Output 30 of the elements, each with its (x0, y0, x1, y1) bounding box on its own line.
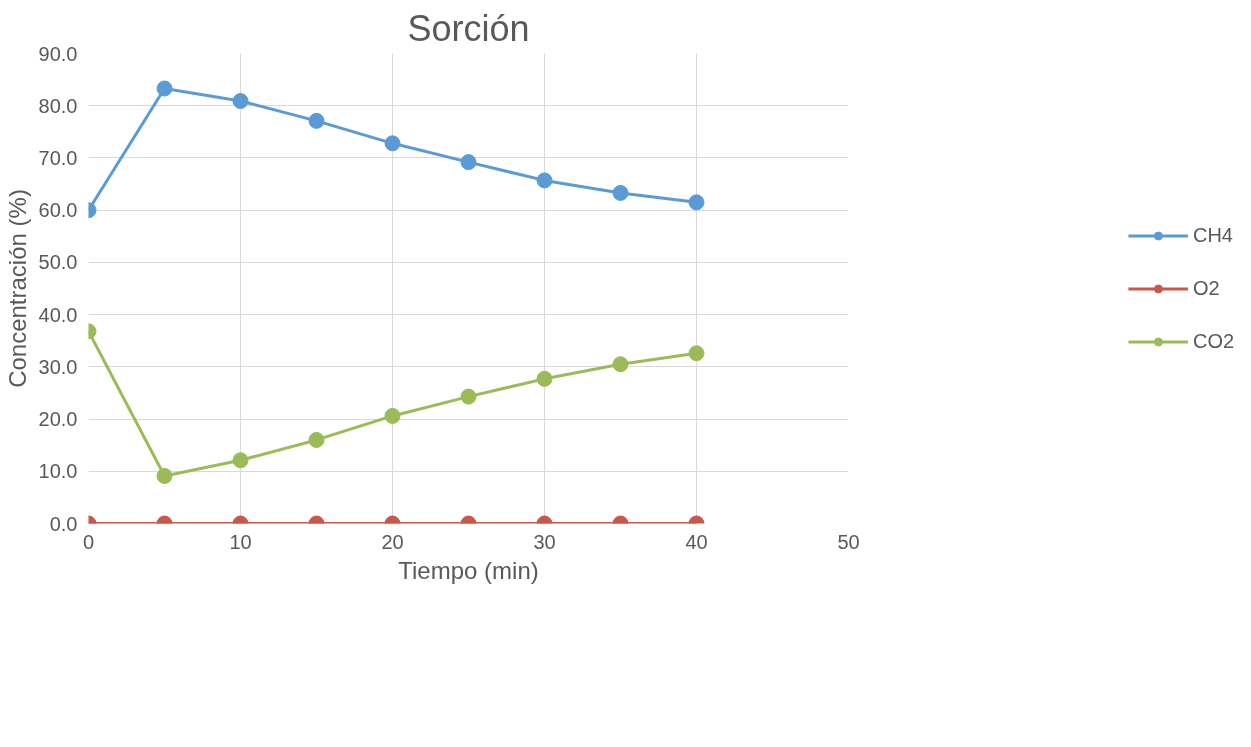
legend-label: CH4 (1192, 223, 1233, 247)
x-tick-label: 0 (82, 530, 95, 553)
point (688, 194, 705, 211)
y-tick-label: 20.0 (38, 408, 78, 431)
point (536, 172, 553, 189)
x-tick-label: 20 (381, 530, 404, 553)
chart-title: Sorción (407, 7, 530, 49)
x-axis-title: Tiempo (min) (398, 556, 539, 584)
y-tick-label: 80.0 (38, 94, 78, 117)
point (612, 184, 629, 201)
y-tick-label: 60.0 (38, 199, 78, 222)
point (156, 80, 173, 97)
point (384, 135, 401, 152)
legend-label: O2 (1192, 276, 1220, 300)
x-tick-label: 40 (685, 530, 708, 553)
y-tick-label: 90.0 (38, 42, 78, 65)
legend-label: CO2 (1192, 329, 1235, 353)
y-tick-label: 30.0 (38, 355, 78, 378)
point (232, 93, 249, 110)
x-tick-label: 50 (837, 530, 860, 553)
y-tick-label: 70.0 (38, 146, 78, 169)
y-tick-label: 10.0 (38, 460, 78, 483)
y-tick-label: 50.0 (38, 251, 78, 274)
x-tick-label: 10 (229, 530, 252, 553)
y-tick-label: 0.0 (49, 512, 78, 535)
point (460, 154, 477, 171)
point (308, 112, 325, 129)
y-tick-label: 40.0 (38, 303, 78, 326)
y-axis-title: Concentración (%) (3, 189, 31, 388)
x-tick-label: 30 (533, 530, 556, 553)
